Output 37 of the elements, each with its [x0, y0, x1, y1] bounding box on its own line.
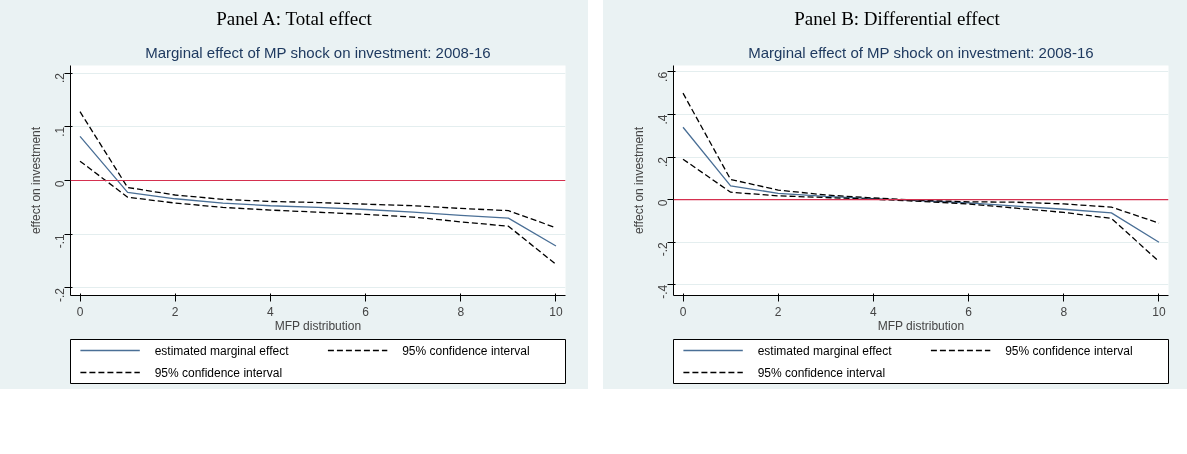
x-tick-label: 6 [362, 304, 370, 319]
x-axis-title: MFP distribution [274, 318, 362, 333]
legend-label: 95% confidence interval [154, 365, 283, 380]
x-axis-title: MFP distribution [877, 318, 965, 333]
x-tick-label: 4 [267, 304, 275, 319]
x-tick-label: 4 [870, 304, 878, 319]
chart-subtitle: Marginal effect of MP shock on investment: 2008-16 [145, 43, 491, 61]
x-tick-label: 2 [774, 304, 782, 319]
legend-label: estimated marginal effect [154, 343, 290, 358]
y-axis-title: effect on investment [28, 126, 43, 235]
y-tick-label: -.4 [656, 284, 670, 299]
y-tick-label: 0 [656, 199, 670, 207]
x-tick-label: 2 [171, 304, 179, 319]
y-tick-label: -.1 [53, 233, 67, 249]
x-tick-label: 6 [965, 304, 973, 319]
legend-label: 95% confidence interval [757, 365, 886, 380]
legend-label: estimated marginal effect [757, 343, 893, 358]
y-tick-label: 0 [53, 180, 67, 188]
y-tick-label: -.2 [53, 287, 67, 302]
y-tick-label: .4 [656, 114, 670, 125]
chart-title: Panel A: Total effect [216, 7, 372, 31]
x-tick-label: 10 [549, 304, 563, 319]
chart-title: Panel B: Differential effect [794, 7, 1000, 31]
y-tick-label: .6 [656, 71, 670, 82]
x-tick-label: 8 [1060, 304, 1068, 319]
x-tick-label: 8 [457, 304, 465, 319]
y-axis-title: effect on investment [631, 126, 646, 235]
y-tick-label: -.2 [656, 241, 670, 257]
chart-subtitle: Marginal effect of MP shock on investment: 2008-16 [748, 43, 1094, 61]
y-tick-label: .2 [53, 72, 67, 84]
x-tick-label: 0 [679, 304, 687, 319]
legend-label: 95% confidence interval [402, 343, 530, 358]
y-tick-label: .1 [53, 126, 67, 137]
legend-label: 95% confidence interval [1005, 343, 1133, 358]
x-tick-label: 10 [1152, 304, 1166, 319]
y-tick-label: .2 [656, 156, 670, 168]
x-tick-label: 0 [76, 304, 84, 319]
